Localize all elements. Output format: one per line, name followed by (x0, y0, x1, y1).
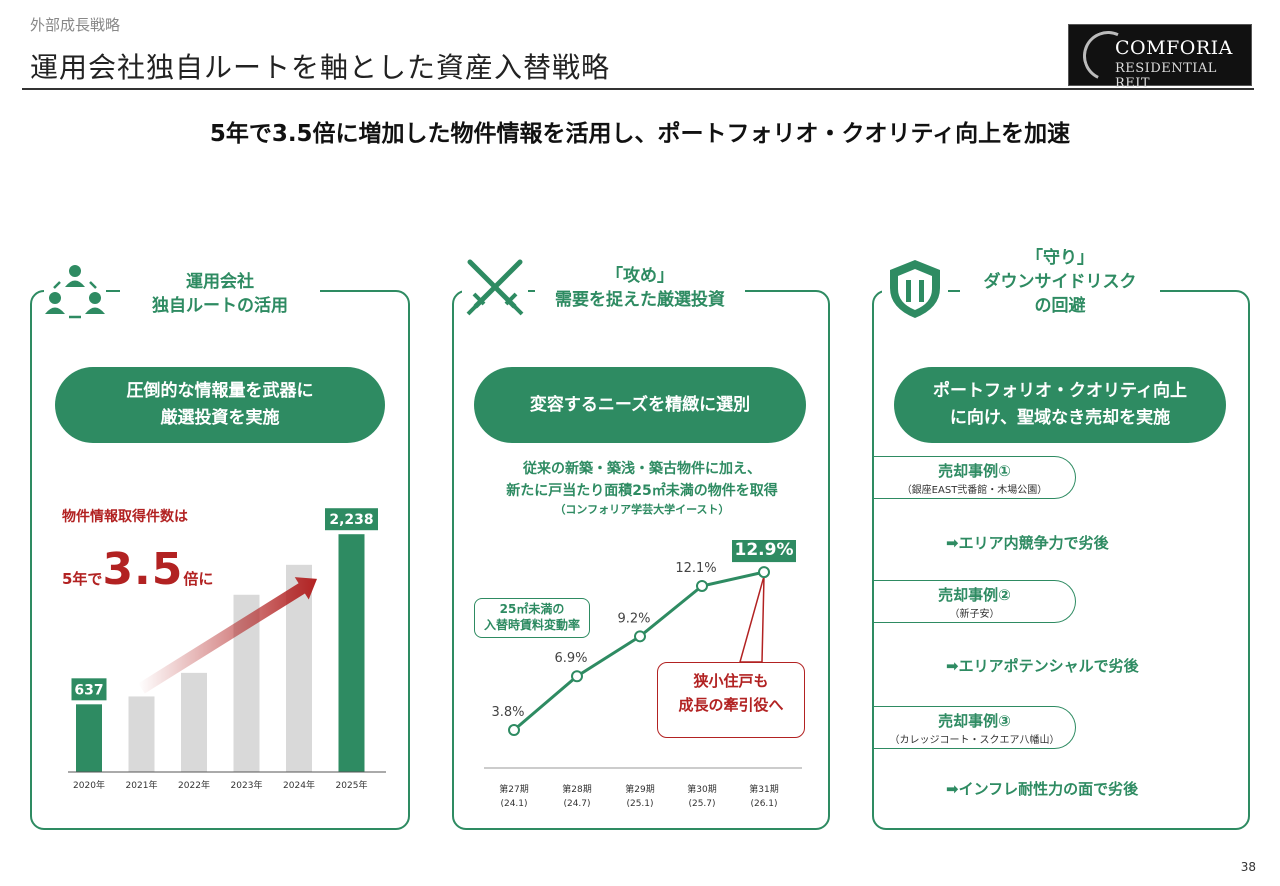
case-result-2: ➡エリアポテンシャルで劣後 (946, 657, 1139, 675)
data-point (571, 670, 583, 683)
data-value-label: 6.9% (554, 651, 587, 666)
headline: 5年で3.5倍に増加した物件情報を活用し、ポートフォリオ・クオリティ向上を加速 (209, 121, 1071, 147)
bar-value-label: 637 (74, 682, 103, 698)
middle-panel-heading: 「攻め」 需要を捉えた厳選投資 (535, 264, 745, 312)
people-cycle-icon (44, 262, 106, 320)
bar (76, 704, 102, 772)
x-tick-label: 2022年 (178, 779, 210, 791)
right-pill-line1: ポートフォリオ・クオリティ向上 (933, 381, 1187, 401)
data-value-label: 3.8% (491, 705, 524, 720)
bar (338, 534, 365, 772)
logo-line2: RESIDENTIAL REIT (1115, 61, 1217, 91)
sale-case-2: 売却事例② （新子安） (874, 580, 1076, 623)
note-big: 3.5 (102, 544, 184, 595)
crossed-swords-icon (462, 258, 528, 318)
right-pill-line2: に向け、聖域なき売却を実施 (949, 408, 1171, 428)
x-tick-label: 2020年 (73, 779, 105, 791)
right-pill: ポートフォリオ・クオリティ向上 に向け、聖域なき売却を実施 (894, 367, 1226, 443)
sale-case-1: 売却事例① （銀座EAST弐番館・木場公園） (874, 456, 1076, 499)
bar-chart: 2020年 637 2021年 2022年 2023年 2024年 2025年 2,238 (68, 508, 386, 791)
x-tick-sublabel: (25.7) (688, 799, 715, 809)
note-suffix: 倍に (183, 570, 214, 588)
case-result-3: ➡インフレ耐性力の面で劣後 (946, 780, 1139, 798)
middle-desc: 従来の新築・築浅・築古物件に加え、 新たに戸当たり面積25㎡未満の物件を取得 （… (462, 458, 822, 518)
data-point (508, 724, 520, 737)
redbox-line1: 狭小住戸も (693, 672, 769, 690)
bar (128, 696, 155, 772)
desc-line1: 従来の新築・築浅・築古物件に加え、 (523, 461, 761, 477)
bar (181, 672, 207, 772)
data-point (696, 579, 708, 592)
case-sub: （銀座EAST弐番館・木場公園） (901, 485, 1048, 496)
right-head-line1: 「守り」 (1026, 248, 1094, 268)
x-tick-label: 2024年 (283, 779, 315, 791)
data-value-label: 9.2% (617, 611, 650, 626)
x-tick-sublabel: (24.7) (563, 799, 590, 809)
middle-head-line1: 「攻め」 (606, 266, 674, 286)
left-head-line2: 独自ルートの活用 (152, 296, 288, 316)
growth-arrow (138, 577, 317, 694)
bar-value-label: 2,238 (329, 512, 373, 528)
rent-change-callout: 25㎡未満の 入替時賃料変動率 (474, 598, 590, 638)
redbox-line2: 成長の牽引役へ (678, 696, 784, 714)
x-tick-label: 2021年 (126, 779, 158, 791)
x-tick-label: 第30期 (687, 783, 716, 795)
x-tick-label: 2023年 (231, 779, 263, 791)
right-head-line3: の回避 (1034, 296, 1086, 316)
shield-icon (882, 256, 948, 322)
left-note: 物件情報取得件数は 5年で3.5倍に (62, 506, 213, 595)
case-result-1: ➡エリア内競争力で劣後 (946, 534, 1109, 552)
x-tick-label: 第29期 (625, 783, 654, 795)
small-unit-redbox: 狭小住戸も 成長の牽引役へ (657, 662, 805, 738)
x-tick-sublabel: (24.1) (500, 799, 527, 809)
redbox-pointer (739, 575, 765, 663)
note-prefix: 5年で (62, 570, 103, 588)
page-title: 運用会社独自ルートを軸とした資産入替戦略 (30, 51, 611, 84)
data-value-label: 12.9% (735, 540, 794, 560)
note-line1: 物件情報取得件数は (62, 509, 188, 525)
middle-pill: 変容するニーズを精緻に選別 (474, 367, 806, 443)
bar-label-bg (325, 508, 378, 531)
sale-case-3: 売却事例③ （カレッジコート・スクエア八幡山） (874, 706, 1076, 749)
note-line2: 5年で3.5倍に (62, 544, 213, 595)
x-tick-label: 第27期 (499, 783, 528, 795)
company-logo: COMFORIA RESIDENTIAL REIT (1068, 23, 1252, 91)
bar-label-bg (71, 678, 107, 701)
title-divider (22, 88, 1254, 90)
desc-sub: （コンフォリア学芸大学イースト） (554, 503, 730, 516)
case-sub: （カレッジコート・スクエア八幡山） (889, 735, 1060, 746)
data-point (634, 630, 646, 643)
middle-head-line2: 需要を捉えた厳選投資 (555, 290, 725, 310)
callout-line2: 入替時賃料変動率 (483, 618, 580, 632)
left-pill-line2: 厳選投資を実施 (160, 408, 280, 428)
right-panel-heading: 「守り」 ダウンサイドリスク の回避 (960, 246, 1160, 318)
case-title: 売却事例③ (938, 712, 1011, 730)
desc-line2: 新たに戸当たり面積25㎡未満の物件を取得 (506, 483, 778, 499)
logo-line1: COMFORIA (1115, 37, 1233, 59)
case-title: 売却事例① (938, 462, 1011, 480)
left-pill: 圧倒的な情報量を武器に 厳選投資を実施 (55, 367, 385, 443)
x-tick-label: 第31期 (749, 783, 778, 795)
x-tick-sublabel: (26.1) (750, 799, 777, 809)
breadcrumb: 外部成長戦略 (30, 16, 121, 34)
page-number: 38 (1240, 860, 1256, 874)
left-pill-line1: 圧倒的な情報量を武器に (126, 381, 314, 401)
x-tick-sublabel: (25.1) (626, 799, 653, 809)
x-tick-label: 第28期 (562, 783, 591, 795)
left-head-line1: 運用会社 (186, 272, 254, 292)
data-value-label: 12.1% (675, 561, 716, 576)
x-tick-label: 2025年 (336, 779, 368, 791)
left-panel-heading: 運用会社 独自ルートの活用 (120, 270, 320, 318)
data-point (758, 566, 770, 579)
value-label-bg (732, 540, 796, 563)
case-title: 売却事例② (938, 586, 1011, 604)
case-sub: （新子安） (949, 609, 1000, 620)
callout-line1: 25㎡未満の (499, 602, 565, 616)
right-head-line2: ダウンサイドリスク (983, 272, 1137, 292)
